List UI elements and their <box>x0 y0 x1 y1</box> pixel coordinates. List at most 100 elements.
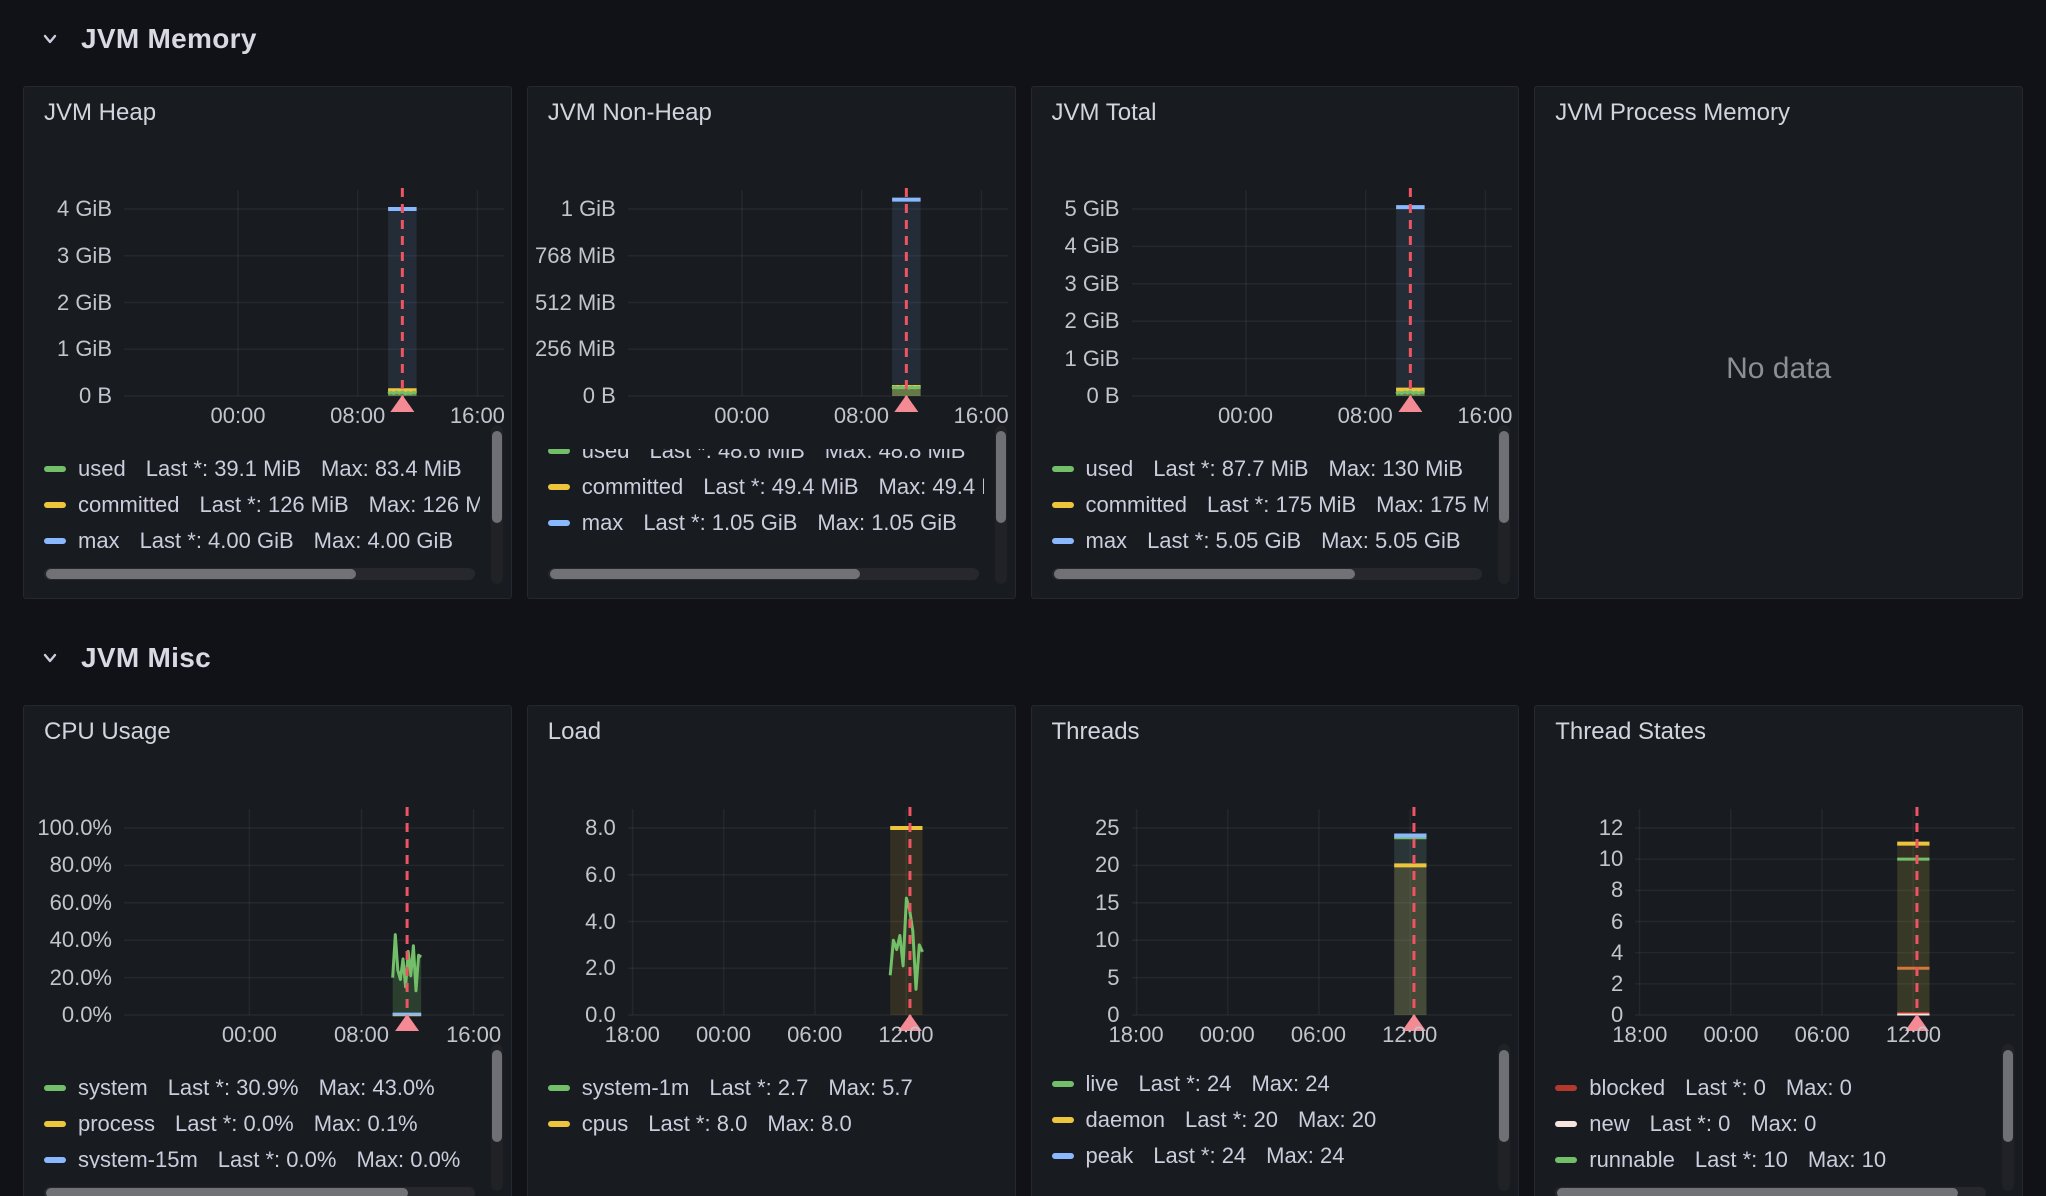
legend-item-system-1m[interactable]: system-1m Last *: 2.7 Max: 5.7 <box>547 1074 913 1102</box>
legend-item-runnable[interactable]: runnable Last *: 10 Max: 10 <box>1555 1146 1886 1168</box>
legend-vertical-scrollbar[interactable] <box>1498 425 1511 584</box>
legend-series-name: used <box>581 449 630 463</box>
legend: live Last *: 24 Max: 24 daemon Last *: 20 Max… <box>1051 1068 1488 1180</box>
panel-title[interactable]: JVM Heap <box>44 99 157 126</box>
legend-item-used[interactable]: used Last *: 87.7 MiB Max: 130 MiB <box>1051 455 1463 483</box>
series-color-swatch <box>44 502 66 508</box>
chart-canvas[interactable] <box>124 182 504 420</box>
section-title: JVM Memory <box>81 23 257 54</box>
y-axis-label: 0 B <box>582 383 616 408</box>
section-header-jvm-memory[interactable]: JVM Memory <box>23 10 2023 68</box>
annotation-marker-icon[interactable] <box>1397 395 1422 412</box>
legend-horizontal-scrollbar[interactable] <box>1051 568 1483 580</box>
series-area-daemon <box>1393 865 1426 1015</box>
y-axis-label: 6.0 <box>585 861 616 887</box>
panel-title[interactable]: CPU Usage <box>44 718 171 745</box>
chart-canvas[interactable] <box>1131 801 1512 1039</box>
annotation-marker-icon[interactable] <box>390 395 415 412</box>
legend-horizontal-scrollbar[interactable] <box>44 1187 475 1196</box>
scrollbar-thumb[interactable] <box>1499 431 1510 523</box>
legend-vertical-scrollbar[interactable] <box>1498 1044 1511 1191</box>
legend-item-max[interactable]: max Last *: 1.05 GiB Max: 1.05 GiB <box>547 509 957 537</box>
y-axis-label: 4 <box>1611 939 1624 965</box>
annotation-marker-icon[interactable] <box>1401 1014 1426 1031</box>
section-header-jvm-misc[interactable]: JVM Misc <box>23 629 2023 687</box>
x-axis-label: 12:00 <box>1382 1022 1438 1047</box>
legend-last-value: Last *: 0.0% <box>217 1147 337 1168</box>
legend-item-committed[interactable]: committed Last *: 49.4 MiB Max: 49.4 MiB <box>547 473 984 501</box>
legend-item-committed[interactable]: committed Last *: 175 MiB Max: 175 MiB <box>1051 491 1488 519</box>
panel-title[interactable]: Load <box>547 718 602 745</box>
legend-horizontal-scrollbar[interactable] <box>1555 1187 1986 1196</box>
legend-horizontal-scrollbar[interactable] <box>44 568 475 580</box>
scrollbar-thumb[interactable] <box>1053 569 1356 579</box>
chart-canvas[interactable] <box>627 801 1008 1039</box>
y-axis-label: 0 <box>1611 1002 1624 1027</box>
scrollbar-thumb[interactable] <box>491 431 502 523</box>
panel-jvm-process-memory: JVM Process Memory No data <box>1534 86 2023 599</box>
legend-item-new[interactable]: new Last *: 0 Max: 0 <box>1555 1110 1816 1138</box>
legend-vertical-scrollbar[interactable] <box>490 1044 503 1191</box>
legend-item-max[interactable]: max Last *: 5.05 GiB Max: 5.05 GiB <box>1051 527 1461 549</box>
legend-series-name: used <box>1085 456 1134 481</box>
series-area-waiting <box>1897 843 1930 1015</box>
legend-last-value: Last *: 1.05 GiB <box>643 510 798 535</box>
y-axis-label: 3 GiB <box>1064 270 1120 296</box>
legend-item-blocked[interactable]: blocked Last *: 0 Max: 0 <box>1555 1074 1852 1102</box>
x-axis-label: 16:00 <box>449 403 505 428</box>
y-axis-label: 80.0% <box>49 852 112 878</box>
legend-series-name: committed <box>581 474 684 499</box>
legend-max-value: Max: 1.05 GiB <box>817 510 957 535</box>
scrollbar-thumb[interactable] <box>46 569 357 579</box>
legend-vertical-scrollbar[interactable] <box>994 425 1007 584</box>
legend-item-committed[interactable]: committed Last *: 126 MiB Max: 126 MiB <box>44 491 480 519</box>
panel-title[interactable]: JVM Non-Heap <box>547 99 712 126</box>
chart-canvas[interactable] <box>124 801 504 1039</box>
legend-series-name: process <box>78 1111 156 1136</box>
chart-canvas[interactable] <box>1131 182 1512 420</box>
legend-item-daemon[interactable]: daemon Last *: 20 Max: 20 <box>1051 1106 1376 1134</box>
legend-item-system[interactable]: system Last *: 30.9% Max: 43.0% <box>44 1074 435 1102</box>
legend-max-value: Max: 5.7 <box>828 1075 913 1100</box>
legend-item-used[interactable]: used Last *: 48.6 MiB Max: 48.8 MiB <box>547 449 965 465</box>
legend-item-cpus[interactable]: cpus Last *: 8.0 Max: 8.0 <box>547 1110 852 1138</box>
series-color-swatch <box>44 466 66 472</box>
panel-jvm-non-heap: JVM Non-Heap 1 GiB 768 MiB 512 MiB 256 MiB 0 … <box>526 86 1016 599</box>
legend-last-value: Last *: 30.9% <box>167 1075 299 1100</box>
scrollbar-thumb[interactable] <box>1557 1188 1958 1196</box>
annotation-marker-icon[interactable] <box>894 395 919 412</box>
panel-title[interactable]: JVM Total <box>1051 99 1157 126</box>
legend-horizontal-scrollbar[interactable] <box>547 568 979 580</box>
y-axis-label: 768 MiB <box>535 242 616 268</box>
scrollbar-thumb[interactable] <box>2003 1050 2013 1142</box>
scrollbar-thumb[interactable] <box>46 1188 408 1196</box>
legend-series-name: system-1m <box>581 1075 690 1100</box>
scrollbar-thumb[interactable] <box>1499 1050 1510 1142</box>
legend-item-system-15m[interactable]: system-15m Last *: 0.0% Max: 0.0% <box>44 1146 460 1168</box>
legend-item-used[interactable]: used Last *: 39.1 MiB Max: 83.4 MiB <box>44 455 462 483</box>
y-axis-label: 5 GiB <box>1064 196 1120 221</box>
legend-last-value: Last *: 24 <box>1138 1071 1232 1096</box>
scrollbar-thumb[interactable] <box>491 1050 502 1142</box>
chart-canvas[interactable] <box>1635 801 2016 1039</box>
legend-item-peak[interactable]: peak Last *: 24 Max: 24 <box>1051 1142 1344 1170</box>
scrollbar-thumb[interactable] <box>549 569 860 579</box>
panel-title[interactable]: Threads <box>1051 718 1140 745</box>
chart-canvas[interactable] <box>627 182 1008 420</box>
legend-vertical-scrollbar[interactable] <box>2002 1044 2014 1191</box>
annotation-marker-icon[interactable] <box>1905 1014 1930 1031</box>
series-color-swatch <box>44 1157 66 1163</box>
panel-title[interactable]: Thread States <box>1555 718 1706 745</box>
annotation-marker-icon[interactable] <box>395 1014 420 1031</box>
annotation-marker-icon[interactable] <box>897 1014 922 1031</box>
legend-item-process[interactable]: process Last *: 0.0% Max: 0.1% <box>44 1110 418 1138</box>
panel-title[interactable]: JVM Process Memory <box>1555 99 1790 126</box>
series-color-swatch <box>44 1121 66 1127</box>
x-axis-label: 00:00 <box>210 403 266 428</box>
legend-max-value: Max: 175 MiB <box>1376 492 1487 517</box>
scrollbar-thumb[interactable] <box>995 431 1006 523</box>
y-axis-label: 4 GiB <box>56 196 112 221</box>
legend-vertical-scrollbar[interactable] <box>490 425 503 584</box>
legend-item-max[interactable]: max Last *: 4.00 GiB Max: 4.00 GiB <box>44 527 453 549</box>
legend-item-live[interactable]: live Last *: 24 Max: 24 <box>1051 1070 1330 1098</box>
